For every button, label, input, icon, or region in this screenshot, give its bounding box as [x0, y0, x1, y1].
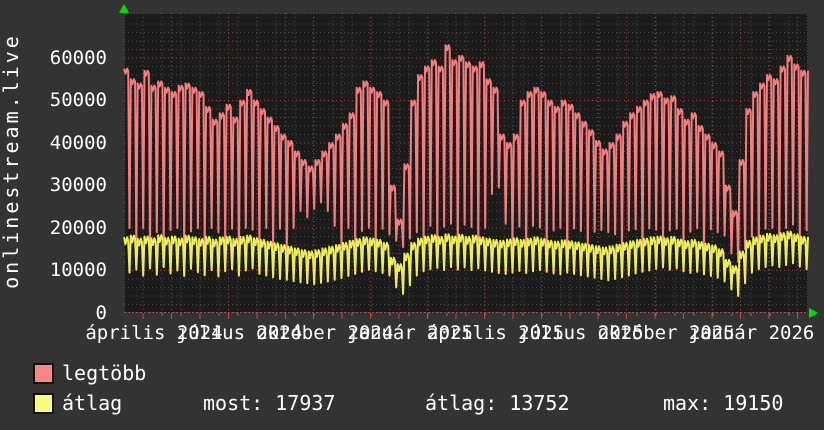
stat-atlag: átlag: 13752 — [425, 391, 570, 415]
legend-swatch-legtobb — [33, 363, 54, 384]
x-axis-label-4: január 2025 — [347, 322, 473, 344]
y-axis-label-20000: 20000 — [49, 216, 107, 239]
series-line-atlag — [123, 230, 809, 297]
legend-swatch-atlag — [33, 393, 54, 414]
legend-label-atlag: átlag — [62, 391, 123, 415]
y-axis-label-10000: 10000 — [49, 259, 107, 282]
y-axis-label-60000: 60000 — [49, 46, 107, 69]
x-axis-label-8: január 2026 — [688, 322, 815, 344]
plot-svg — [123, 13, 809, 319]
y-axis-label-50000: 50000 — [49, 89, 107, 112]
plot-border — [124, 13, 808, 313]
x-axis-label-6: július 2025 — [517, 322, 644, 344]
x-axis-label-7: október 2025 — [597, 322, 735, 344]
x-axis-label-5: április 2025 — [426, 322, 565, 344]
x-axis-label-2: július 2024 — [176, 322, 303, 344]
legend-label-legtobb: legtöbb — [62, 361, 147, 385]
vertical-axis-title: onlinestream.live — [0, 33, 23, 289]
y-axis-arrow-icon — [119, 4, 129, 13]
y-axis-label-30000: 30000 — [49, 174, 107, 197]
series-line-legtobb — [123, 44, 809, 263]
stat-most: most: 17937 — [203, 391, 336, 415]
x-axis-label-3: október 2024 — [256, 322, 394, 344]
y-axis-label-40000: 40000 — [49, 131, 107, 154]
y-axis-label-0: 0 — [95, 302, 107, 324]
x-axis-arrow-icon — [809, 308, 818, 318]
x-axis-label-1: április 2024 — [85, 322, 223, 344]
stat-max: max: 19150 — [663, 391, 784, 415]
